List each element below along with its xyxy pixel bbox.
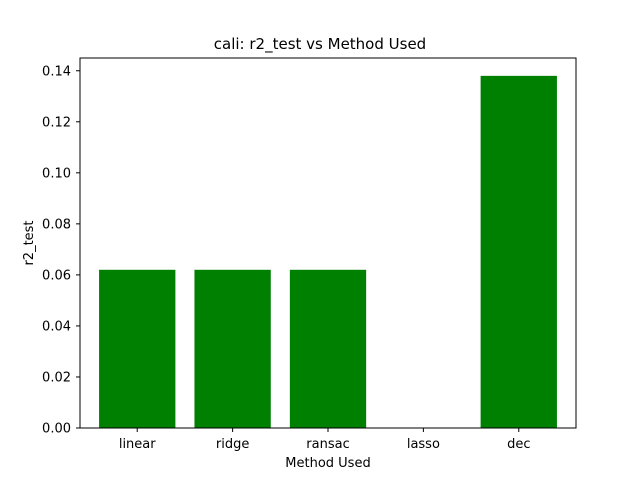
x-tick-label: linear: [119, 437, 156, 452]
x-tick-label: ridge: [216, 437, 249, 452]
bars-group: [99, 75, 557, 429]
y-tick-label: 0.14: [42, 64, 71, 79]
x-axis-label: Method Used: [285, 456, 370, 471]
bar-ridge: [194, 269, 271, 428]
plot-frame: [79, 57, 577, 429]
y-tick-label: 0.08: [42, 217, 71, 232]
x-tick-label: dec: [507, 437, 530, 452]
y-axis-label: r2_test: [22, 220, 37, 265]
bar-dec: [480, 75, 557, 429]
x-axis-ticks: linear ridge ransac lasso dec: [119, 428, 530, 452]
chart-title: cali: r2_test vs Method Used: [214, 35, 426, 54]
y-tick-label: 0.10: [42, 166, 71, 181]
x-tick-label: lasso: [407, 437, 440, 452]
y-axis-ticks: 0.00 0.02 0.04 0.06 0.08 0.10 0.12 0.14: [42, 64, 80, 437]
y-tick-label: 0.06: [42, 268, 71, 283]
y-tick-label: 0.04: [42, 319, 71, 334]
x-tick-label: ransac: [306, 437, 349, 452]
y-tick-label: 0.12: [42, 115, 71, 130]
bar-ransac: [289, 269, 367, 428]
y-tick-label: 0.00: [42, 422, 71, 437]
y-tick-label: 0.02: [42, 370, 71, 385]
bar-linear: [99, 269, 176, 428]
